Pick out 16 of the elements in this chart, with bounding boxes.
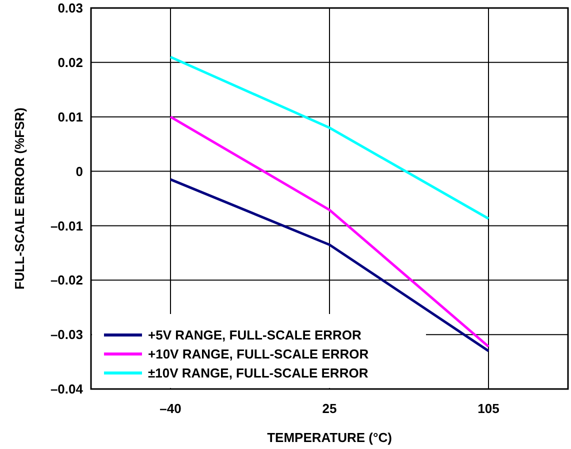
y-tick-label: 0.01	[58, 109, 83, 124]
x-tick-label: 25	[322, 401, 337, 416]
y-tick-label: –0.04	[50, 382, 84, 397]
y-tick-label: –0.01	[50, 218, 83, 234]
y-tick-label: –0.02	[50, 272, 83, 288]
y-axis-title: FULL-SCALE ERROR (%FSR)	[12, 108, 27, 290]
legend-label: ±10V RANGE, FULL-SCALE ERROR	[148, 366, 369, 381]
y-tick-label: 0.03	[58, 0, 83, 16]
y-tick-label: 0	[76, 164, 83, 179]
x-axis-title: TEMPERATURE (°C)	[267, 430, 392, 445]
legend-label: +10V RANGE, FULL-SCALE ERROR	[148, 346, 370, 362]
x-tick-label: –40	[160, 401, 182, 416]
x-tick-label: 105	[478, 401, 500, 416]
legend-label: +5V RANGE, FULL-SCALE ERROR	[148, 328, 362, 343]
y-tick-label: –0.03	[50, 327, 83, 342]
y-tick-label: 0.02	[58, 54, 83, 70]
